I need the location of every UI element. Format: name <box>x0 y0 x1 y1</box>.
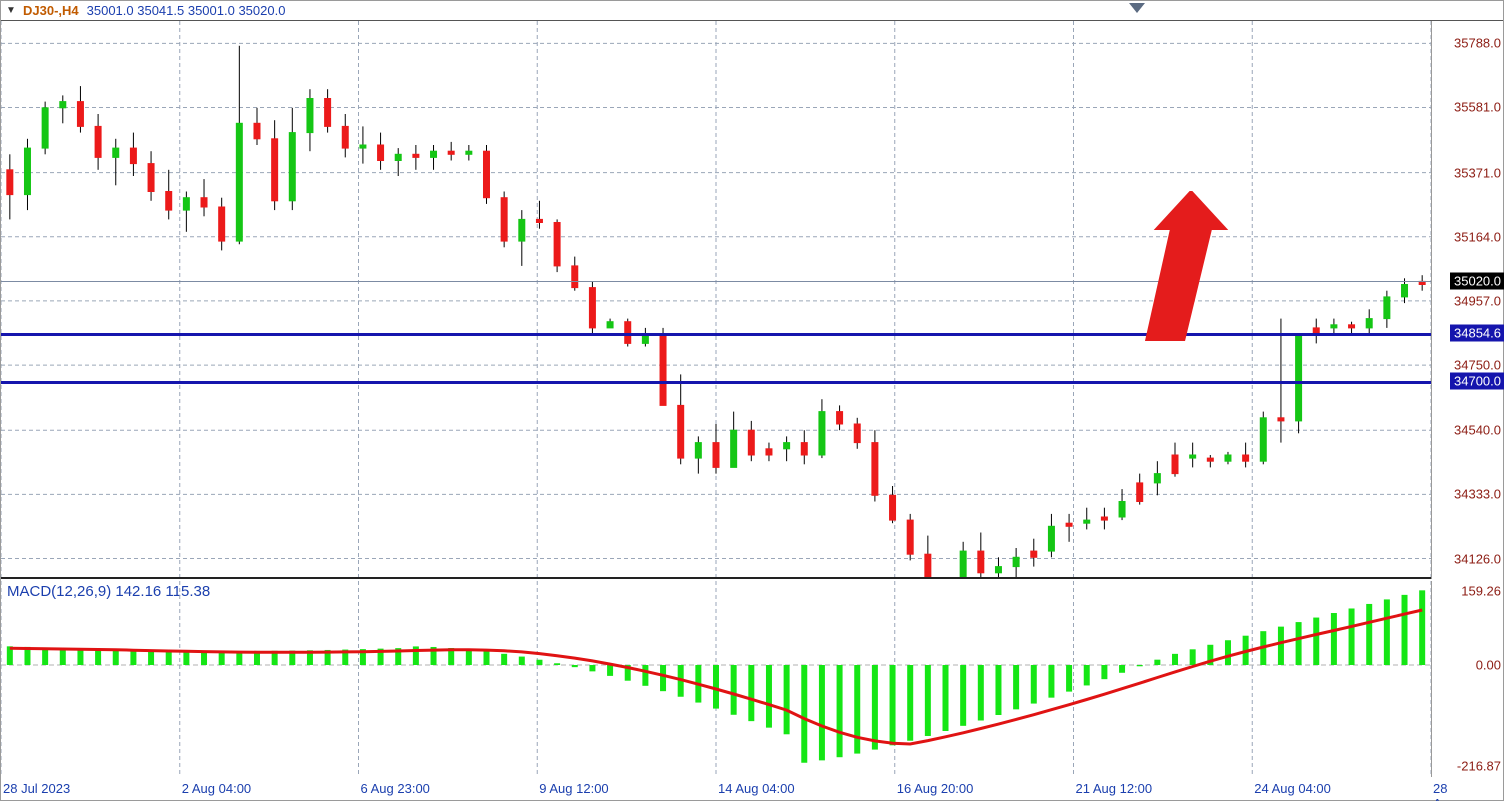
price-axis[interactable]: 35788.0 35581.0 35371.0 35164.0 34957.0 34750… <box>1431 21 1504 579</box>
time-tick-label: 24 Aug 04:00 <box>1254 781 1331 796</box>
macd-axis[interactable]: 159.26 0.00 -216.87 <box>1431 581 1504 777</box>
symbol-dropdown-icon[interactable]: ▼ <box>3 3 19 19</box>
time-tick-label: 14 Aug 04:00 <box>718 781 795 796</box>
current-price-label: 35020.0 <box>1450 273 1504 290</box>
time-tick-label: 21 Aug 12:00 <box>1076 781 1153 796</box>
time-tick-label: 28 Jul 2023 <box>3 781 70 796</box>
ohlc-values-label: 35001.0 35041.5 35001.0 35020.0 <box>87 3 286 18</box>
level-label-0[interactable]: 34854.6 <box>1450 324 1504 341</box>
price-tick-label: 34333.0 <box>1454 487 1501 502</box>
price-direction-arrow[interactable] <box>1136 191 1246 341</box>
macd-indicator-panel[interactable]: MACD(12,26,9) 142.16 115.38 <box>1 581 1431 777</box>
time-axis[interactable]: 28 Jul 2023 2 Aug 04:00 6 Aug 23:00 9 Aug 1… <box>1 777 1431 801</box>
price-tick-label: 35788.0 <box>1454 36 1501 51</box>
price-tick-label: 35164.0 <box>1454 229 1501 244</box>
time-tick-label: 6 Aug 23:00 <box>361 781 430 796</box>
price-tick-label: 35581.0 <box>1454 100 1501 115</box>
current-bar-marker[interactable] <box>1129 3 1145 13</box>
time-tick-label: 2 Aug 04:00 <box>182 781 251 796</box>
macd-tick-label: -216.87 <box>1457 759 1501 774</box>
trading-chart-window: ▼ DJ30-,H4 35001.0 35041.5 35001.0 35020… <box>0 0 1504 801</box>
price-tick-label: 34957.0 <box>1454 293 1501 308</box>
level-label-1[interactable]: 34700.0 <box>1450 372 1504 389</box>
price-tick-label: 35371.0 <box>1454 165 1501 180</box>
symbol-header-bar: ▼ DJ30-,H4 35001.0 35041.5 35001.0 35020… <box>1 1 1503 21</box>
symbol-label: DJ30-,H4 <box>23 3 79 18</box>
macd-tick-label: 159.26 <box>1461 583 1501 598</box>
time-tick-label: 9 Aug 12:00 <box>539 781 608 796</box>
price-tick-label: 34126.0 <box>1454 551 1501 566</box>
support-resistance-line-2[interactable] <box>1 381 1431 384</box>
time-tick-label: 16 Aug 20:00 <box>897 781 974 796</box>
price-tick-label: 34750.0 <box>1454 358 1501 373</box>
price-tick-label: 34540.0 <box>1454 423 1501 438</box>
time-tick-label: 28 Aug 20:00 <box>1433 781 1466 801</box>
price-chart-panel[interactable] <box>1 21 1431 579</box>
macd-signal-line <box>1 581 1431 777</box>
macd-tick-label: 0.00 <box>1476 658 1501 673</box>
